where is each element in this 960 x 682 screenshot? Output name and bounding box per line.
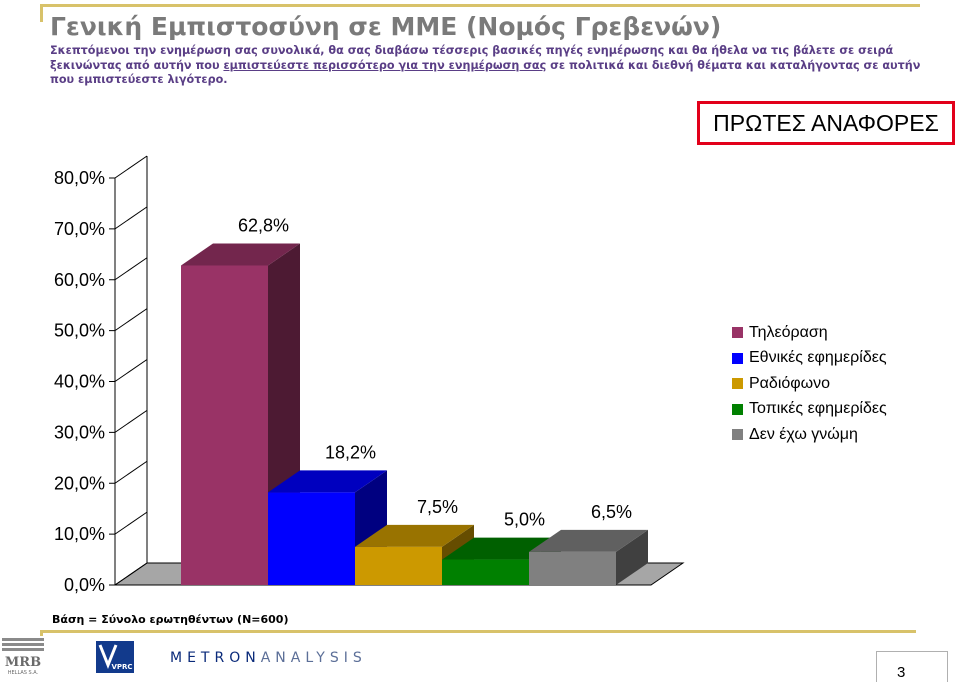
base-footnote: Βάση = Σύνολο ερωτηθέντων (N=600) — [52, 613, 289, 626]
legend-label: Τοπικές εφημερίδες — [749, 400, 887, 418]
y-tick-depth — [114, 155, 148, 179]
bar-top — [355, 524, 474, 547]
y-tick-depth — [114, 460, 148, 484]
legend-swatch — [732, 327, 743, 339]
mrb-logo-text: MRB — [5, 655, 41, 670]
bar — [181, 265, 268, 585]
slide-subtitle: Σκεπτόμενοι την ενημέρωση σας συνολικά, … — [50, 44, 930, 88]
subtitle-part-2: σε πολιτικά και διεθνή θέματα και καταλή… — [50, 58, 921, 87]
y-tick-depth — [114, 409, 148, 433]
y-tick-label: 30,0% — [54, 422, 105, 442]
y-tick-label: 60,0% — [54, 270, 105, 290]
data-label: 7,5% — [417, 497, 458, 517]
mrb-logo-subtext: HELLAS S.A. — [8, 670, 39, 676]
legend-item: Εθνικές εφημερίδες — [732, 346, 887, 372]
page-number-box — [876, 651, 948, 682]
y-tick-depth — [114, 206, 148, 230]
chart-legend: Τηλεόραση Εθνικές εφημερίδες Ραδιόφωνο Τοπι… — [732, 320, 887, 448]
legend-label: Δεν έχω γνώμη — [749, 425, 858, 443]
bar-top — [529, 529, 648, 552]
bottom-rule — [40, 630, 916, 633]
bar-top — [268, 470, 387, 493]
legend-swatch — [732, 378, 743, 390]
metron-logo-light: ANALYSIS — [260, 650, 367, 666]
y-tick-label: 0,0% — [64, 575, 105, 595]
bar — [355, 546, 442, 585]
legend-swatch — [732, 352, 743, 364]
data-label: 62,8% — [238, 216, 289, 236]
y-tick-depth — [114, 359, 148, 382]
slide-title: Γενική Εμπιστοσύνη σε ΜΜΕ (Νομός Γρεβενώ… — [50, 12, 722, 41]
vprc-logo-text: VPRC — [111, 663, 132, 671]
y-tick-label: 10,0% — [54, 524, 105, 544]
bar-top — [181, 243, 300, 266]
legend-label: Τηλεόραση — [749, 323, 828, 341]
first-mentions-badge: ΠΡΩΤΕΣ ΑΝΑΦΟΡΕΣ — [697, 101, 955, 145]
y-tick-depth — [114, 511, 148, 535]
top-rule — [40, 4, 920, 7]
top-rule-vertical — [40, 4, 43, 22]
page-number: 3 — [897, 664, 906, 681]
y-tick-label: 40,0% — [54, 372, 105, 392]
metron-analysis-logo: METRONANALYSIS — [170, 650, 367, 666]
data-label: 5,0% — [504, 510, 545, 530]
legend-item: Ραδιόφωνο — [732, 371, 887, 397]
bar — [529, 551, 616, 585]
legend-swatch — [732, 403, 743, 415]
y-tick-label: 70,0% — [54, 219, 105, 239]
legend-item: Τοπικές εφημερίδες — [732, 397, 887, 423]
legend-label: Εθνικές εφημερίδες — [749, 349, 887, 367]
y-tick-label: 80,0% — [54, 168, 105, 188]
bar — [268, 492, 355, 585]
mrb-logo: MRB HELLAS S.A. — [2, 636, 44, 676]
y-tick-depth — [114, 257, 148, 281]
data-label: 6,5% — [591, 502, 632, 522]
y-tick-label: 20,0% — [54, 473, 105, 493]
data-label: 18,2% — [325, 442, 376, 462]
legend-item: Τηλεόραση — [732, 320, 887, 346]
subtitle-underlined: εμπιστεύεστε περισσότερο για την ενημέρω… — [223, 58, 547, 72]
bar — [442, 559, 529, 585]
y-tick-depth — [114, 308, 148, 332]
y-tick-depth — [114, 562, 148, 586]
vprc-logo: VPRC — [96, 641, 134, 673]
legend-item: Δεν έχω γνώμη — [732, 422, 887, 448]
y-tick-label: 50,0% — [54, 321, 105, 341]
subtitle-part-1: Σκεπτόμενοι την ενημέρωση σας συνολικά, … — [50, 44, 894, 72]
legend-swatch — [732, 429, 743, 441]
metron-logo-dark: METRON — [170, 650, 261, 666]
legend-label: Ραδιόφωνο — [749, 374, 831, 392]
bar-side — [616, 529, 648, 585]
